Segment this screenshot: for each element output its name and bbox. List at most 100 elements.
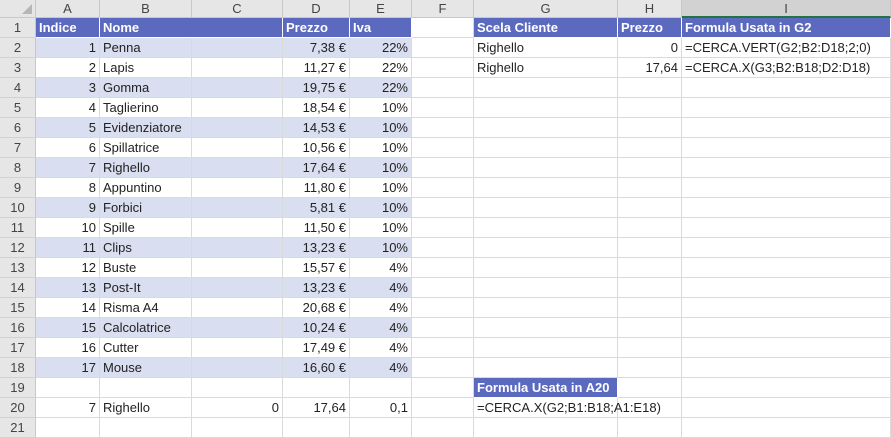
row-header-5[interactable]: 5 [0,98,36,118]
nome-cell[interactable]: Post-It [100,278,192,298]
formula-text-cell[interactable]: =CERCA.VERT(G2;B2:D18;2;0) [682,38,891,58]
cell[interactable] [412,158,474,178]
row-header-3[interactable]: 3 [0,58,36,78]
iva-cell[interactable]: 10% [350,178,412,198]
cell[interactable] [618,358,682,378]
empty-cell[interactable] [192,158,283,178]
cell[interactable] [474,318,618,338]
cell[interactable] [618,238,682,258]
cell[interactable] [618,178,682,198]
prezzo-lookup-cell[interactable]: 17,64 [618,58,682,78]
column-header-c[interactable]: C [192,0,283,18]
header-formula-g2[interactable]: Formula Usata in G2 [682,18,891,38]
row-header-21[interactable]: 21 [0,418,36,438]
cell[interactable] [474,338,618,358]
row-header-1[interactable]: 1 [0,18,36,38]
iva-cell[interactable]: 4% [350,358,412,378]
cell[interactable] [682,418,891,438]
cell[interactable] [474,218,618,238]
nome-cell[interactable]: Buste [100,258,192,278]
empty-cell[interactable] [192,278,283,298]
scelta-cliente-cell[interactable]: Righello [474,38,618,58]
indice-cell[interactable]: 10 [36,218,100,238]
cell[interactable] [682,78,891,98]
row-header-7[interactable]: 7 [0,138,36,158]
header-prezzo[interactable]: Prezzo [283,18,350,38]
cell[interactable] [618,198,682,218]
row-header-6[interactable]: 6 [0,118,36,138]
empty-cell[interactable] [192,318,283,338]
empty-cell[interactable] [192,358,283,378]
a20-result-iva[interactable]: 0,1 [350,398,412,418]
empty-cell[interactable] [192,98,283,118]
header-formula-a20[interactable]: Formula Usata in A20 [474,378,618,398]
indice-cell[interactable]: 14 [36,298,100,318]
prezzo-cell[interactable]: 15,57 € [283,258,350,278]
cell[interactable] [682,198,891,218]
cell[interactable] [618,338,682,358]
indice-cell[interactable]: 17 [36,358,100,378]
prezzo-cell[interactable]: 17,64 € [283,158,350,178]
cell[interactable] [618,118,682,138]
cell[interactable] [412,178,474,198]
column-header-h[interactable]: H [618,0,682,18]
prezzo-cell[interactable]: 20,68 € [283,298,350,318]
cell[interactable] [412,98,474,118]
cell[interactable] [412,118,474,138]
prezzo-lookup-cell[interactable]: 0 [618,38,682,58]
a20-result-c[interactable]: 0 [192,398,283,418]
cell[interactable] [682,258,891,278]
cell[interactable] [412,358,474,378]
cell[interactable] [682,338,891,358]
formula-a20-text[interactable]: =CERCA.X(G2;B1:B18;A1:E18) [474,398,682,418]
prezzo-cell[interactable]: 11,80 € [283,178,350,198]
nome-cell[interactable]: Lapis [100,58,192,78]
scelta-cliente-cell[interactable]: Righello [474,58,618,78]
cell[interactable] [192,418,283,438]
iva-cell[interactable]: 4% [350,318,412,338]
prezzo-cell[interactable]: 13,23 € [283,278,350,298]
empty-cell[interactable] [192,38,283,58]
iva-cell[interactable]: 10% [350,198,412,218]
cell[interactable] [412,338,474,358]
cell[interactable] [474,278,618,298]
row-header-4[interactable]: 4 [0,78,36,98]
row-header-17[interactable]: 17 [0,338,36,358]
cell[interactable] [682,158,891,178]
empty-cell[interactable] [192,298,283,318]
cell[interactable] [100,418,192,438]
indice-cell[interactable]: 2 [36,58,100,78]
cell[interactable] [412,198,474,218]
prezzo-cell[interactable]: 10,56 € [283,138,350,158]
column-header-e[interactable]: E [350,0,412,18]
header-indice[interactable]: Indice [36,18,100,38]
cell[interactable] [412,318,474,338]
cell[interactable] [682,358,891,378]
header-scelta-cliente[interactable]: Scela Cliente [474,18,618,38]
nome-cell[interactable]: Spillatrice [100,138,192,158]
empty-cell[interactable] [192,238,283,258]
cell[interactable] [618,378,682,398]
indice-cell[interactable]: 12 [36,258,100,278]
cell[interactable] [412,418,474,438]
indice-cell[interactable]: 1 [36,38,100,58]
cell[interactable] [682,98,891,118]
header-iva[interactable]: Iva [350,18,412,38]
cell[interactable] [474,78,618,98]
cell[interactable] [682,318,891,338]
nome-cell[interactable]: Appuntino [100,178,192,198]
cell[interactable] [618,158,682,178]
prezzo-cell[interactable]: 5,81 € [283,198,350,218]
row-header-10[interactable]: 10 [0,198,36,218]
indice-cell[interactable]: 4 [36,98,100,118]
nome-cell[interactable]: Risma A4 [100,298,192,318]
a20-result-nome[interactable]: Righello [100,398,192,418]
nome-cell[interactable]: Righello [100,158,192,178]
cell[interactable] [412,138,474,158]
cell[interactable] [412,18,474,38]
indice-cell[interactable]: 9 [36,198,100,218]
iva-cell[interactable]: 10% [350,138,412,158]
cell[interactable] [412,58,474,78]
cell[interactable] [350,418,412,438]
